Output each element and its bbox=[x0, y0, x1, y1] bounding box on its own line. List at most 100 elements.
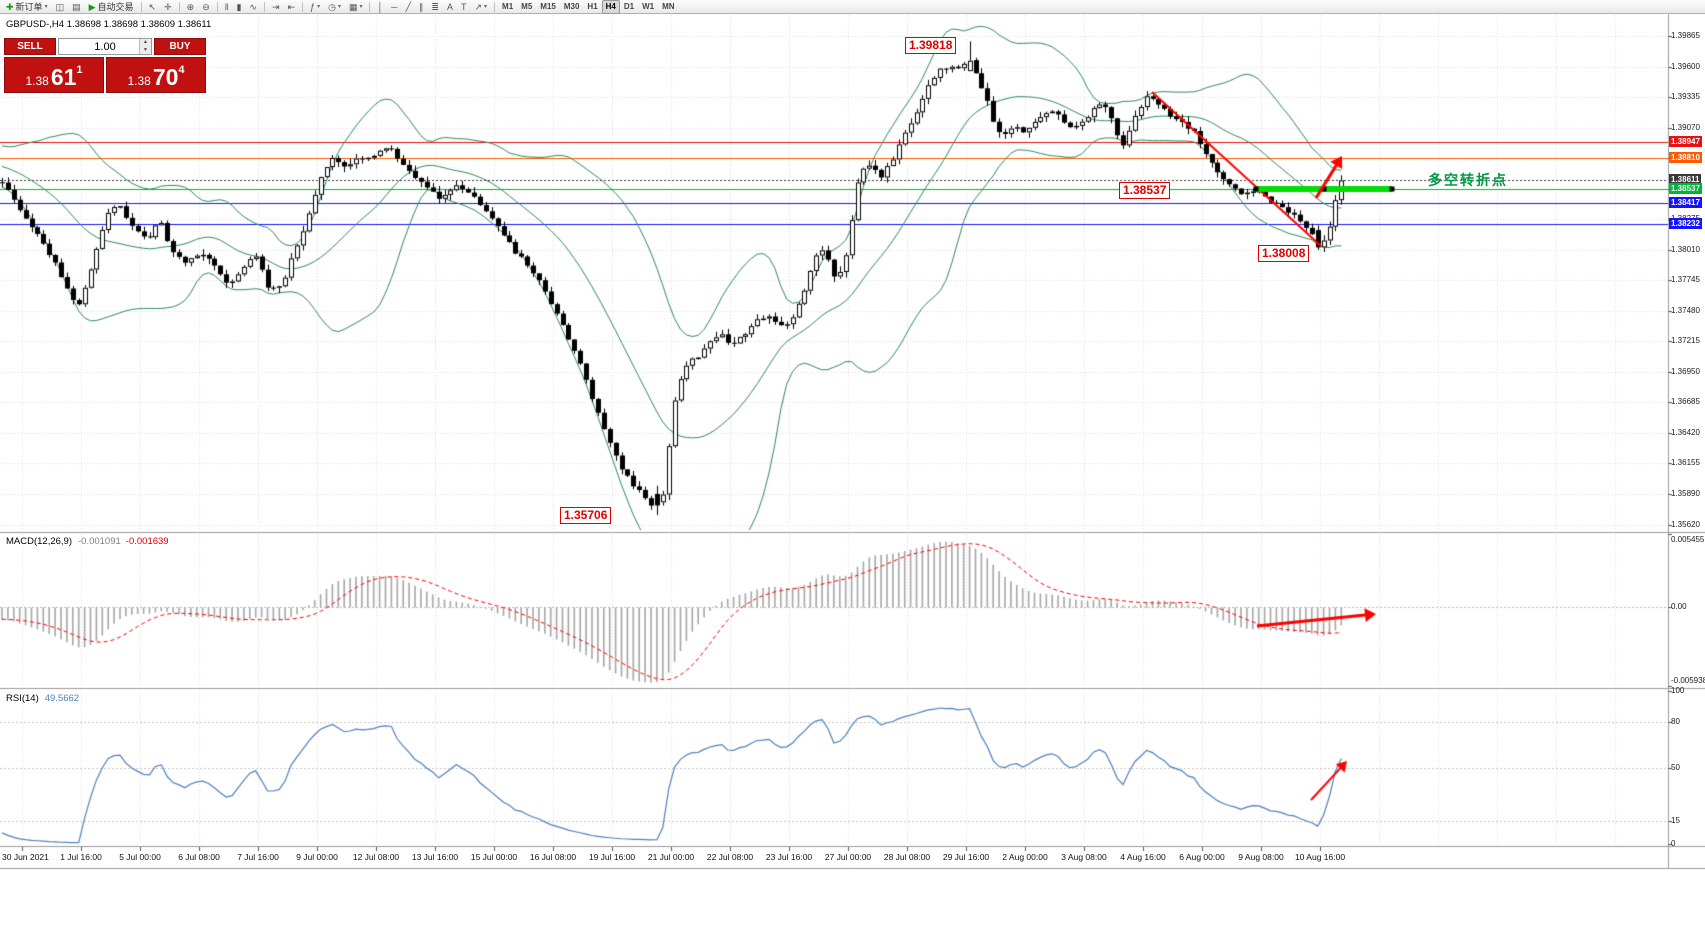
sell-button[interactable]: SELL bbox=[4, 38, 56, 55]
timeframe-h4-button[interactable]: H4 bbox=[601, 0, 620, 14]
annotation-low-label[interactable]: 1.35706 bbox=[560, 507, 612, 524]
macd-indicator-label: MACD(12,26,9) -0.001091 -0.001639 bbox=[6, 536, 169, 547]
price-level-tag: 1.38810 bbox=[1669, 152, 1702, 163]
time-tick-label: 23 Jul 16:00 bbox=[765, 852, 813, 862]
line-chart-icon: ∿ bbox=[249, 1, 257, 12]
annotation-high-label[interactable]: 1.39818 bbox=[905, 37, 957, 54]
one-click-trading-widget: SELL ▲ ▼ BUY 1.38 61 1 1.38 70 4 bbox=[4, 38, 206, 93]
timeframe-m30-button[interactable]: M30 bbox=[563, 2, 580, 11]
trendline-icon: ╱ bbox=[405, 1, 411, 12]
channel-button[interactable]: ∥ bbox=[415, 0, 428, 14]
zoom-in-icon: ⊕ bbox=[186, 1, 195, 12]
sell-price-big: 1.38 bbox=[25, 74, 49, 88]
bar-chart-button[interactable]: ‖ bbox=[221, 0, 233, 14]
toolbar-separator bbox=[140, 1, 142, 12]
text-label-button[interactable]: T bbox=[457, 0, 471, 14]
channel-icon: ∥ bbox=[418, 1, 424, 12]
buy-price-pips: 70 bbox=[152, 64, 179, 90]
timeframe-m5-button[interactable]: M5 bbox=[521, 2, 533, 11]
toolbar-separator bbox=[302, 1, 304, 12]
dropdown-caret-icon: ▾ bbox=[484, 4, 488, 10]
dropdown-caret-icon: ▾ bbox=[359, 4, 363, 10]
candlestick-chart-icon: ▮ bbox=[236, 1, 242, 12]
zoom-in-button[interactable]: ⊕ bbox=[183, 0, 199, 14]
bar-chart-icon: ‖ bbox=[224, 1, 229, 12]
text-button[interactable]: A bbox=[443, 0, 457, 14]
macd-scale-label: -0.005938 bbox=[1671, 676, 1705, 685]
chart-title: GBPUSD-,H4 1.38698 1.38698 1.38609 1.386… bbox=[6, 19, 212, 30]
volume-down-button[interactable]: ▼ bbox=[140, 46, 151, 54]
auto-trading-button[interactable]: ▶ 自动交易 bbox=[85, 0, 138, 14]
volume-input[interactable] bbox=[77, 40, 133, 53]
macd-scale-label: 0.005455 bbox=[1671, 535, 1705, 544]
indicator-window-button[interactable]: ◫ bbox=[52, 0, 69, 14]
text-label-icon: T bbox=[460, 1, 467, 12]
zoom-out-button[interactable]: ⊖ bbox=[198, 0, 214, 14]
new-order-button[interactable]: ✚ 新订单 ▾ bbox=[2, 0, 52, 14]
time-tick-label: 12 Jul 08:00 bbox=[352, 852, 400, 862]
sell-price-box[interactable]: 1.38 61 1 bbox=[4, 57, 104, 93]
rsi-scale-label: 15 bbox=[1671, 816, 1680, 825]
time-tick-label: 27 Jul 00:00 bbox=[824, 852, 872, 862]
price-tick-label: 1.36155 bbox=[1671, 458, 1700, 467]
annotation-turn-label[interactable]: 1.38537 bbox=[1119, 182, 1171, 199]
price-tick-label: 1.39070 bbox=[1671, 123, 1700, 132]
annotation-swing-low-label[interactable]: 1.38008 bbox=[1258, 245, 1310, 262]
indicators-button[interactable]: ƒ ▾ bbox=[306, 0, 324, 14]
price-tick-label: 1.35890 bbox=[1671, 489, 1700, 498]
buy-price-big: 1.38 bbox=[127, 74, 151, 88]
periods-button[interactable]: ◷ ▾ bbox=[324, 0, 345, 14]
rsi-scale-label: 80 bbox=[1671, 717, 1680, 726]
arrows-button[interactable]: ↗ ▾ bbox=[470, 0, 491, 14]
sell-price-sup: 1 bbox=[76, 64, 83, 76]
price-tick-label: 1.36950 bbox=[1671, 367, 1700, 376]
trendline-button[interactable]: ╱ bbox=[402, 0, 415, 14]
timeframe-m1-button[interactable]: M1 bbox=[502, 2, 514, 11]
volume-up-button[interactable]: ▲ bbox=[140, 39, 151, 47]
toolbar-separator bbox=[178, 1, 180, 12]
time-tick-label: 16 Jul 08:00 bbox=[529, 852, 577, 862]
chart-canvas[interactable] bbox=[0, 0, 1705, 870]
vertical-line-button[interactable]: │ bbox=[373, 0, 387, 14]
fibonacci-button[interactable]: ≣ bbox=[427, 0, 443, 14]
new-order-icon: ✚ bbox=[6, 1, 14, 12]
annotation-turning-point-note[interactable]: 多空转折点 bbox=[1428, 172, 1508, 188]
time-tick-label: 13 Jul 16:00 bbox=[411, 852, 459, 862]
price-tick-label: 1.36685 bbox=[1671, 397, 1700, 406]
price-level-tag: 1.38537 bbox=[1669, 183, 1702, 194]
rsi-scale-label: 50 bbox=[1671, 763, 1680, 772]
time-tick-label: 9 Aug 08:00 bbox=[1238, 852, 1284, 862]
toolbar-separator bbox=[369, 1, 371, 12]
timeframe-d1-button[interactable]: D1 bbox=[623, 2, 635, 11]
price-tick-label: 1.39865 bbox=[1671, 31, 1700, 40]
indicator-window-icon: ◫ bbox=[55, 1, 65, 12]
timeframe-h1-button[interactable]: H1 bbox=[587, 2, 598, 11]
auto-scroll-icon: ⇥ bbox=[271, 1, 280, 12]
buy-price-box[interactable]: 1.38 70 4 bbox=[106, 57, 206, 93]
price-tick-label: 1.36420 bbox=[1671, 428, 1700, 437]
timeframe-m15-button[interactable]: M15 bbox=[540, 2, 556, 11]
chart-shift-button[interactable]: ⇤ bbox=[284, 0, 300, 14]
cursor-icon: ↖ bbox=[148, 1, 157, 12]
time-tick-label: 28 Jul 08:00 bbox=[883, 852, 931, 862]
candlestick-chart-button[interactable]: ▮ bbox=[232, 0, 245, 14]
time-tick-label: 3 Aug 08:00 bbox=[1061, 852, 1107, 862]
time-tick-label: 9 Jul 00:00 bbox=[296, 852, 338, 862]
auto-scroll-button[interactable]: ⇥ bbox=[268, 0, 284, 14]
horizontal-line-button[interactable]: ─ bbox=[387, 0, 401, 14]
vertical-line-icon: │ bbox=[377, 1, 384, 12]
buy-button[interactable]: BUY bbox=[154, 38, 206, 55]
chart-profile-button[interactable]: ▤ bbox=[68, 0, 85, 14]
rsi-scale-label: 100 bbox=[1671, 686, 1685, 695]
line-chart-button[interactable]: ∿ bbox=[245, 0, 261, 14]
timeframe-mn-button[interactable]: MN bbox=[662, 2, 675, 11]
volume-box: ▲ ▼ bbox=[58, 38, 152, 55]
crosshair-button[interactable]: ✛ bbox=[160, 0, 176, 14]
time-tick-label: 1 Jul 16:00 bbox=[60, 852, 102, 862]
price-tick-label: 1.39600 bbox=[1671, 62, 1700, 71]
toolbar-separator bbox=[263, 1, 265, 12]
timeframe-w1-button[interactable]: W1 bbox=[642, 2, 655, 11]
templates-button[interactable]: ▦ ▾ bbox=[345, 0, 367, 14]
cursor-button[interactable]: ↖ bbox=[145, 0, 161, 14]
